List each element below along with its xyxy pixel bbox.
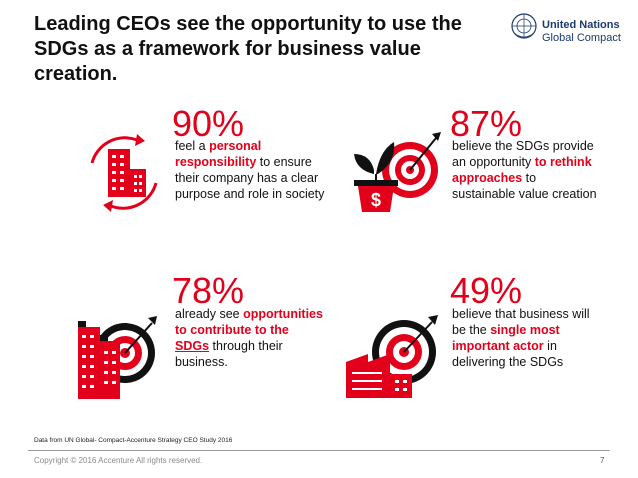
building-cycle-icon <box>90 134 158 212</box>
copyright: Copyright © 2016 Accenture All rights re… <box>34 456 203 465</box>
stat-percent-87: 87% <box>450 103 523 144</box>
stat-percent-90: 90% <box>172 103 245 144</box>
source-note: Data from UN Global- Compact-Accenture S… <box>34 437 233 444</box>
logo-line-1: United Nations <box>542 19 620 31</box>
svg-text:$: $ <box>371 190 381 210</box>
stat-percent-49: 49% <box>450 270 523 311</box>
page-title: Leading CEOs see the opportunity to use … <box>34 13 462 85</box>
stat-text-87: believe the SDGs provide an opportunity … <box>452 139 597 201</box>
stat-text-90: feel a personal responsibility to ensure… <box>175 139 325 201</box>
page-number: 7 <box>600 456 605 465</box>
money-plant-target-icon: $ <box>354 132 441 212</box>
buildings-target-icon <box>78 316 157 399</box>
factory-target-icon <box>346 315 438 398</box>
un-global-compact-logo: United Nations Global Compact <box>509 11 634 51</box>
stat-percent-78: 78% <box>172 270 245 311</box>
footer-divider <box>28 450 610 451</box>
logo-line-2: Global Compact <box>542 32 621 44</box>
stat-text-49: believe that business will be the single… <box>452 307 590 369</box>
un-emblem-icon <box>511 13 537 39</box>
stat-text-78: already see opportunities to contribute … <box>175 307 323 369</box>
